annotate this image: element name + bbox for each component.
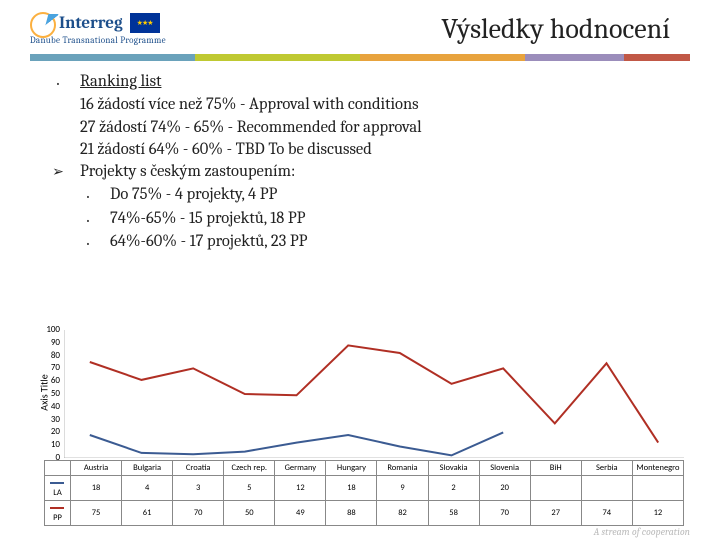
- category-header: BiH: [530, 461, 581, 476]
- table-cell: 18: [71, 476, 122, 501]
- category-header: Czech rep.: [224, 461, 275, 476]
- sub-line-1: Do 75% - 4 projekty, 4 PP: [110, 184, 277, 206]
- table-cell: 9: [377, 476, 428, 501]
- data-table: AustriaBulgariaCroatiaCzech rep.GermanyH…: [44, 460, 684, 526]
- plot-area: 0102030405060708090100: [64, 330, 684, 458]
- table-cell: 20: [479, 476, 530, 501]
- table-cell: 4: [122, 476, 173, 501]
- table-cell: 5: [224, 476, 275, 501]
- sub-line-2: 74%-65% - 15 projektů, 18 PP: [110, 208, 305, 230]
- page-title: Výsledky hodnocení: [166, 13, 690, 45]
- table-cell: [632, 476, 683, 501]
- table-cell: 12: [632, 501, 683, 526]
- bullet-icon: •: [50, 71, 66, 93]
- table-cell: [581, 476, 632, 501]
- category-header: Slovenia: [479, 461, 530, 476]
- category-header: Germany: [275, 461, 326, 476]
- table-cell: 58: [428, 501, 479, 526]
- table-cell: 70: [173, 501, 224, 526]
- table-cell: 18: [326, 476, 377, 501]
- table-cell: [530, 476, 581, 501]
- bullet-icon: •: [80, 184, 96, 206]
- footer-tagline: A stream of cooperation: [594, 526, 690, 538]
- table-cell: 61: [122, 501, 173, 526]
- bullet-icon: •: [80, 231, 96, 253]
- category-header: Serbia: [581, 461, 632, 476]
- category-header: Bulgaria: [122, 461, 173, 476]
- ranking-line-3: 21 žádostí 64% - 60% - TBD To be discuss…: [50, 139, 680, 161]
- chart: Axis Title 0102030405060708090100 Austri…: [30, 326, 690, 526]
- table-cell: 3: [173, 476, 224, 501]
- category-header: Montenegro: [632, 461, 683, 476]
- category-header: Romania: [377, 461, 428, 476]
- table-cell: 75: [71, 501, 122, 526]
- programme-text: Danube Transnational Programme: [30, 36, 166, 46]
- logo-area: Interreg ★★★ Danube Transnational Progra…: [30, 12, 166, 46]
- projects-title: Projekty s českým zastoupením:: [80, 161, 295, 183]
- arrow-icon: ➢: [50, 161, 66, 183]
- legend-cell: PP: [45, 501, 71, 526]
- category-header: Hungary: [326, 461, 377, 476]
- brand-text: Interreg: [59, 14, 123, 33]
- table-cell: 49: [275, 501, 326, 526]
- category-header: Austria: [71, 461, 122, 476]
- table-cell: 2: [428, 476, 479, 501]
- table-cell: 27: [530, 501, 581, 526]
- interreg-icon: [30, 12, 56, 34]
- category-header: Slovakia: [428, 461, 479, 476]
- eu-flag-icon: ★★★: [130, 13, 160, 33]
- ranking-title: Ranking list: [80, 71, 161, 93]
- table-cell: 70: [479, 501, 530, 526]
- legend-cell: LA: [45, 476, 71, 501]
- ranking-line-2: 27 žádostí 74% - 65% - Recommended for a…: [50, 117, 680, 139]
- category-header: Croatia: [173, 461, 224, 476]
- table-cell: 88: [326, 501, 377, 526]
- table-cell: 50: [224, 501, 275, 526]
- sub-line-3: 64%-60% - 17 projektů, 23 PP: [110, 231, 307, 253]
- bullet-icon: •: [80, 208, 96, 230]
- table-cell: 82: [377, 501, 428, 526]
- ranking-line-1: 16 žádostí více než 75% - Approval with …: [50, 94, 680, 116]
- color-divider: [30, 54, 690, 61]
- table-cell: 12: [275, 476, 326, 501]
- table-cell: 74: [581, 501, 632, 526]
- content-body: • Ranking list 16 žádostí více než 75% -…: [0, 61, 720, 253]
